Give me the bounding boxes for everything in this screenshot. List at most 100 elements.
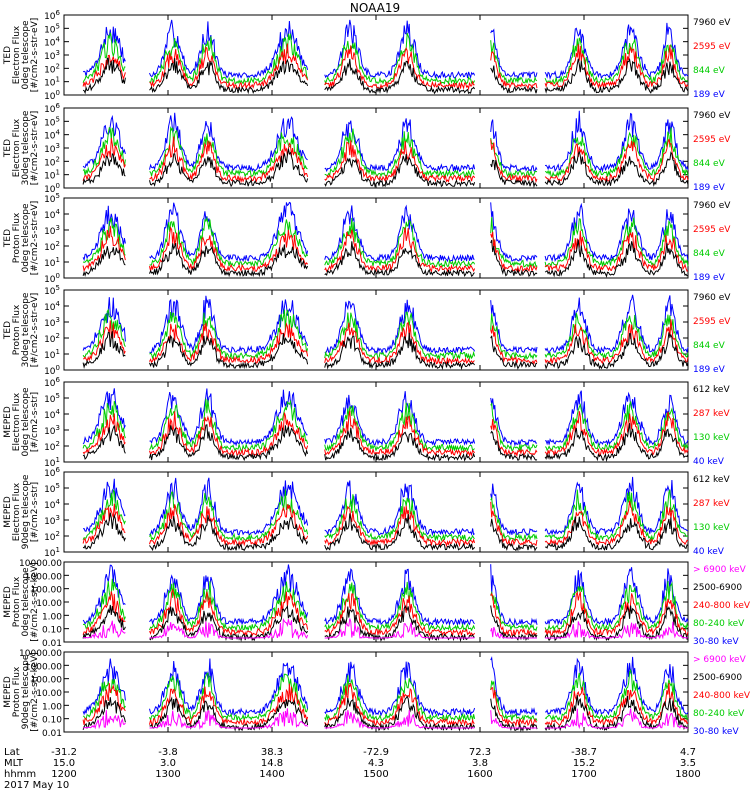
y-tick-label: 1000.00: [25, 662, 62, 672]
x-tick-label-lat: 4.7: [680, 747, 696, 758]
panel-ylabel-line: [#/cm2-s-str-eV]: [30, 111, 40, 186]
panel-ylabel: MEPEDElectron Flux90deg telescope[#/cm2-…: [3, 474, 40, 549]
series-magenta-line: [83, 708, 689, 730]
series-blue-line: [82, 19, 689, 80]
panel-ylabel-line: Electron Flux: [12, 392, 22, 451]
y-tick-label: 1000.00: [25, 572, 62, 582]
y-tick-label: 10000.00: [19, 649, 62, 659]
panel-ylabel-line: Proton Flux: [12, 576, 22, 627]
x-tick-label-hhmm: 1300: [155, 769, 180, 780]
legend-entry: 844 eV: [693, 249, 726, 259]
legend-entry: 2500-6900: [693, 583, 742, 593]
panel-ylabel: TEDElectron Flux30deg telescope[#/cm2-s-…: [3, 110, 40, 185]
panel-ylabel-line: [#/cm2-s-str-eV]: [30, 201, 40, 276]
y-tick-label: 0.01: [42, 639, 62, 649]
x-tick-label-mlt: 15.2: [573, 758, 595, 769]
legend-entry: 7960 eV: [693, 201, 731, 211]
legend-entry: 130 keV: [693, 433, 730, 443]
panel-ylabel-line: TED: [3, 46, 13, 65]
series-green-line: [82, 308, 689, 361]
x-tick-label-mlt: 15.0: [53, 758, 75, 769]
y-tick-label: 106: [44, 376, 60, 389]
series-red-line: [82, 410, 689, 458]
y-tick-label: 102: [44, 240, 60, 253]
series-black-line: [82, 57, 689, 95]
panel-ylabel-line: 0deg telescope: [21, 20, 31, 90]
series-blue-line: [82, 201, 689, 263]
series-green-line: [82, 578, 689, 633]
x-tick-label-lat: -72.9: [363, 747, 389, 758]
y-tick-label: 100.00: [31, 586, 63, 596]
panel-ylabel-line: 0deg telescope: [21, 387, 31, 457]
series-blue-line: [82, 564, 689, 627]
y-tick-label: 103: [44, 514, 60, 527]
y-tick-label: 105: [44, 482, 60, 495]
legend-entry: 30-80 keV: [693, 637, 739, 647]
panel-ylabel-line: 0deg telescope: [21, 567, 31, 637]
y-tick-label: 103: [44, 424, 60, 437]
panel-ylabel-line: TED: [3, 139, 13, 158]
y-tick-label: 10.00: [36, 599, 62, 609]
x-tick-label-hhmm: 1200: [51, 769, 76, 780]
legend-entry: 40 keV: [693, 547, 725, 557]
panel-ylabel-line: [#/cm2-s-str]: [30, 482, 40, 542]
panel-ylabel-line: MEPED: [3, 406, 13, 438]
panel-ylabel: TEDElectron Flux0deg telescope[#/cm2-s-s…: [3, 18, 40, 93]
series-black-line: [82, 423, 689, 463]
legend-entry: 287 keV: [693, 409, 730, 419]
panel-ylabel-line: 90deg telescope: [21, 654, 31, 729]
panel-ylabel-line: [#/cm2-s-str-keV]: [30, 562, 40, 641]
series-red-line: [82, 43, 689, 91]
legend-entry: 30-80 keV: [693, 727, 739, 737]
panel-ylabel: MEPEDProton Flux0deg telescope[#/cm2-s-s…: [3, 562, 40, 641]
panel-ylabel-line: [#/cm2-s-str-eV]: [30, 18, 40, 93]
legend-entry: 7960 eV: [693, 18, 731, 28]
x-tick-label-hhmm: 1500: [363, 769, 388, 780]
legend-entry: 40 keV: [693, 457, 725, 467]
series-red-line: [82, 225, 689, 273]
panel-ylabel-line: 90deg telescope: [21, 474, 31, 549]
y-tick-label: 104: [44, 208, 60, 221]
series-red-line: [82, 588, 689, 638]
legend-entry: 844 eV: [693, 159, 726, 169]
panel-ylabel-line: TED: [3, 321, 13, 340]
y-tick-label: 104: [44, 408, 60, 421]
legend-entry: > 6900 keV: [693, 655, 747, 665]
panel-ylabel-line: 0deg telescope: [21, 203, 31, 273]
x-tick-label-mlt: 14.8: [261, 758, 283, 769]
panel-frame: [63, 289, 689, 371]
y-tick-label: 104: [44, 498, 60, 511]
y-tick-label: 106: [44, 102, 60, 115]
legend-entry: 612 keV: [693, 385, 730, 395]
y-tick-label: 101: [44, 256, 60, 269]
series-black-line: [82, 331, 689, 371]
series-black-line: [82, 512, 689, 552]
y-tick-label: 101: [44, 348, 60, 361]
panel-ylabel-line: MEPED: [3, 676, 13, 708]
legend-entry: 7960 eV: [693, 111, 731, 121]
legend-entry: 2595 eV: [693, 42, 731, 52]
series-black-line: [82, 239, 689, 278]
y-tick-label: 102: [44, 155, 60, 168]
series-green-line: [82, 125, 689, 179]
x-tick-label-hhmm: 1700: [571, 769, 596, 780]
x-row-label-hhmm: hhmm: [4, 769, 36, 780]
y-tick-label: 10000.00: [19, 559, 62, 569]
y-tick-label: 103: [44, 316, 60, 329]
panel-8: 10000.001000.00100.0010.001.000.100.01ME…: [3, 649, 750, 739]
panel-ylabel: TEDProton Flux0deg telescope[#/cm2-s-str…: [3, 201, 40, 276]
x-tick-label-mlt: 3.0: [160, 758, 176, 769]
legend-entry: 612 keV: [693, 475, 730, 485]
panel-ylabel-line: Electron Flux: [12, 25, 22, 84]
x-tick-label-mlt: 3.5: [680, 758, 696, 769]
x-tick-label-lat: -31.2: [51, 747, 77, 758]
panel-ylabel-line: 30deg telescope: [21, 110, 31, 185]
x-row-label-lat: Lat: [4, 747, 20, 758]
series-magenta-line: [83, 618, 688, 640]
x-tick-label-lat: -38.7: [571, 747, 597, 758]
